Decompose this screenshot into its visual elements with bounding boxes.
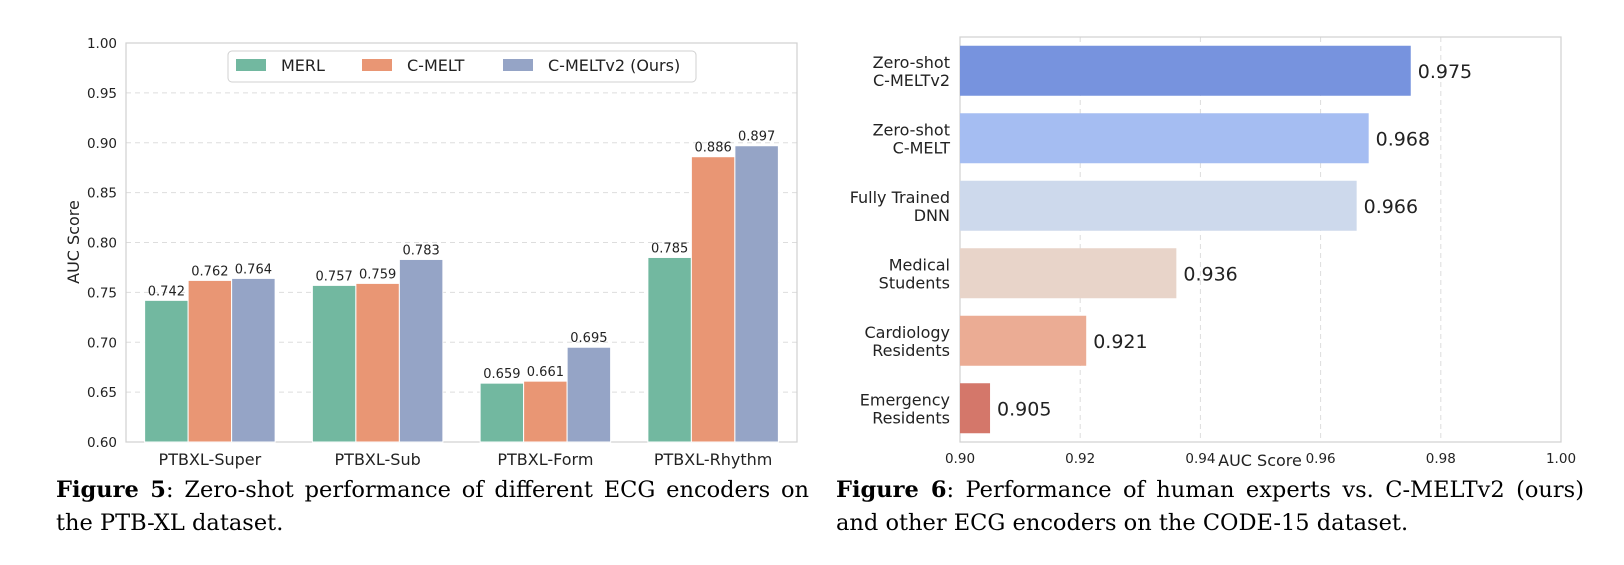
- chart-fig5-data-label: 0.659: [483, 367, 520, 382]
- chart-fig5-ytick-label: 0.60: [87, 435, 117, 451]
- chart-fig6-xtick-label: 0.90: [945, 451, 975, 467]
- chart-fig6: 0.975 0.968 0.966 0.936 0.921 0.905 Zero-shot…: [850, 36, 1576, 470]
- chart-fig5-ytick-label: 1.00: [87, 36, 117, 52]
- chart-fig6-data-label: 0.966: [1364, 196, 1418, 218]
- chart-fig6-xtick-label: 0.96: [1306, 451, 1336, 467]
- chart-fig6-grid: [1079, 37, 1442, 442]
- chart-fig5-xticks: PTBXL-Super PTBXL-Sub PTBXL-Form PTBXL-Rhyt…: [159, 450, 773, 469]
- figure6-caption-text: : Performance of human experts vs. C-MEL…: [836, 477, 1584, 536]
- chart-fig5-data-label: 0.759: [359, 267, 396, 282]
- chart-fig5-ytick-label: 0.95: [87, 86, 117, 102]
- chart-fig5-bar: [647, 256, 692, 443]
- chart-fig5-data-label: 0.757: [316, 269, 353, 284]
- chart-fig6-category-label: Medical Students: [879, 255, 950, 292]
- chart-fig6-category-label: Zero-shot C-MELTv2: [873, 53, 950, 90]
- chart-fig5-data-label: 0.742: [148, 284, 185, 299]
- chart-fig5-bar: [479, 382, 525, 443]
- figure5-label: Figure 5: [56, 477, 166, 503]
- chart-fig5-xtick-label: PTBXL-Rhythm: [654, 450, 773, 469]
- chart-fig5-xtick-label: PTBXL-Super: [159, 450, 262, 469]
- chart-fig5-data-label: 0.762: [191, 264, 228, 279]
- chart-fig5-bar: [690, 156, 736, 443]
- chart-fig5-ytick-label: 0.80: [87, 236, 117, 252]
- figure6-caption: Figure 6: Performance of human experts v…: [836, 474, 1584, 540]
- chart-fig6-data-label: 0.936: [1183, 263, 1237, 285]
- chart-fig6-bars: 0.975 0.968 0.966 0.936 0.921 0.905: [960, 45, 1472, 434]
- chart-fig6-category-labels: Zero-shot C-MELTv2 Zero-shot C-MELT Fully Tr…: [850, 53, 951, 428]
- chart-fig5-bars: 0.742 0.762 0.764 0.757 0.759 0.783 0.659 0.661…: [144, 130, 779, 443]
- chart-fig6-xtick-label: 1.00: [1546, 451, 1576, 467]
- chart-fig5-legend-swatch: [236, 59, 266, 71]
- chart-fig5-legend-frame: [227, 50, 697, 83]
- chart-fig5-data-label: 0.886: [695, 141, 732, 156]
- chart-fig6-bar: [960, 383, 991, 434]
- chart-fig5-bar: [355, 282, 400, 443]
- chart-fig5-ytick-label: 0.70: [87, 335, 117, 351]
- chart-fig5-data-label: 0.783: [403, 243, 440, 258]
- chart-fig5-legend-swatch: [503, 59, 533, 71]
- chart-fig5-ytick-label: 0.85: [87, 186, 117, 202]
- chart-fig5-ytick-label: 0.90: [87, 136, 117, 152]
- chart-fig5-bar: [566, 346, 612, 443]
- chart-fig6-category-label: Zero-shot C-MELT: [873, 120, 951, 157]
- chart-fig5-bar: [187, 279, 233, 443]
- chart-fig5-bar: [523, 380, 568, 443]
- chart-fig5-legend: MERL C-MELT C-MELTv2 (Ours): [227, 50, 697, 83]
- chart-fig6-data-label: 0.975: [1418, 61, 1472, 83]
- chart-fig6-bar: [960, 45, 1411, 96]
- chart-fig6-data-label: 0.905: [997, 398, 1051, 420]
- chart-fig5-xtick-label: PTBXL-Form: [497, 450, 593, 469]
- chart-fig6-xticks: 0.90 0.92 0.94 0.96 0.98 1.00: [945, 451, 1576, 467]
- chart-fig6-xtick-label: 0.94: [1185, 451, 1215, 467]
- chart-fig6-plot-frame: [959, 36, 1562, 443]
- chart-fig5-yticks: 0.60 0.65 0.70 0.75 0.80 0.85 0.90 0.95 1.00: [87, 36, 117, 451]
- chart-fig5-legend-swatch: [362, 59, 392, 71]
- chart-fig6-bar: [960, 248, 1177, 299]
- chart-fig6-data-label: 0.921: [1093, 331, 1147, 353]
- chart-fig6-bar: [960, 180, 1357, 231]
- chart-fig5-data-label: 0.785: [651, 241, 688, 256]
- chart-fig5-ylabel: AUC Score: [64, 200, 83, 284]
- chart-fig6-category-label: Fully Trained DNN: [850, 188, 950, 225]
- chart-fig5-xtick-label: PTBXL-Sub: [335, 450, 421, 469]
- chart-fig5-bar: [311, 284, 357, 443]
- chart-fig5-legend-label: C-MELT: [407, 56, 465, 75]
- chart-fig6-data-label: 0.968: [1376, 128, 1430, 150]
- chart-fig6-xtick-label: 0.92: [1065, 451, 1095, 467]
- chart-fig5-bar: [144, 299, 189, 443]
- chart-fig5-bar: [734, 145, 779, 443]
- chart-fig6-xtick-label: 0.98: [1426, 451, 1456, 467]
- chart-fig6-bar: [960, 315, 1087, 366]
- chart-fig6-bar: [960, 113, 1369, 164]
- chart-fig5-data-label: 0.695: [570, 331, 607, 346]
- chart-fig5-data-label: 0.764: [235, 262, 272, 277]
- figure6-label: Figure 6: [836, 477, 947, 503]
- figure5-caption: Figure 5: Zero-shot performance of diffe…: [56, 474, 809, 540]
- chart-fig5: 0.742 0.762 0.764 0.757 0.759 0.783 0.659 0.661…: [64, 36, 798, 469]
- chart-fig6-category-label: Emergency Residents: [860, 390, 950, 427]
- chart-fig5-bar: [231, 277, 276, 443]
- chart-fig5-data-label: 0.661: [527, 365, 564, 380]
- chart-fig5-bar: [398, 258, 444, 443]
- chart-fig5-legend-label: C-MELTv2 (Ours): [548, 56, 680, 75]
- chart-fig5-plot-frame: [125, 42, 798, 443]
- chart-fig6-xlabel: AUC Score: [1218, 451, 1302, 470]
- chart-fig5-ytick-label: 0.65: [87, 385, 117, 401]
- chart-fig5-ytick-label: 0.75: [87, 285, 117, 301]
- chart-fig5-data-label: 0.897: [738, 130, 775, 145]
- chart-fig6-category-label: Cardiology Residents: [864, 323, 950, 360]
- figure5-caption-text: : Zero-shot performance of different ECG…: [56, 477, 809, 536]
- chart-fig5-legend-label: MERL: [281, 56, 325, 75]
